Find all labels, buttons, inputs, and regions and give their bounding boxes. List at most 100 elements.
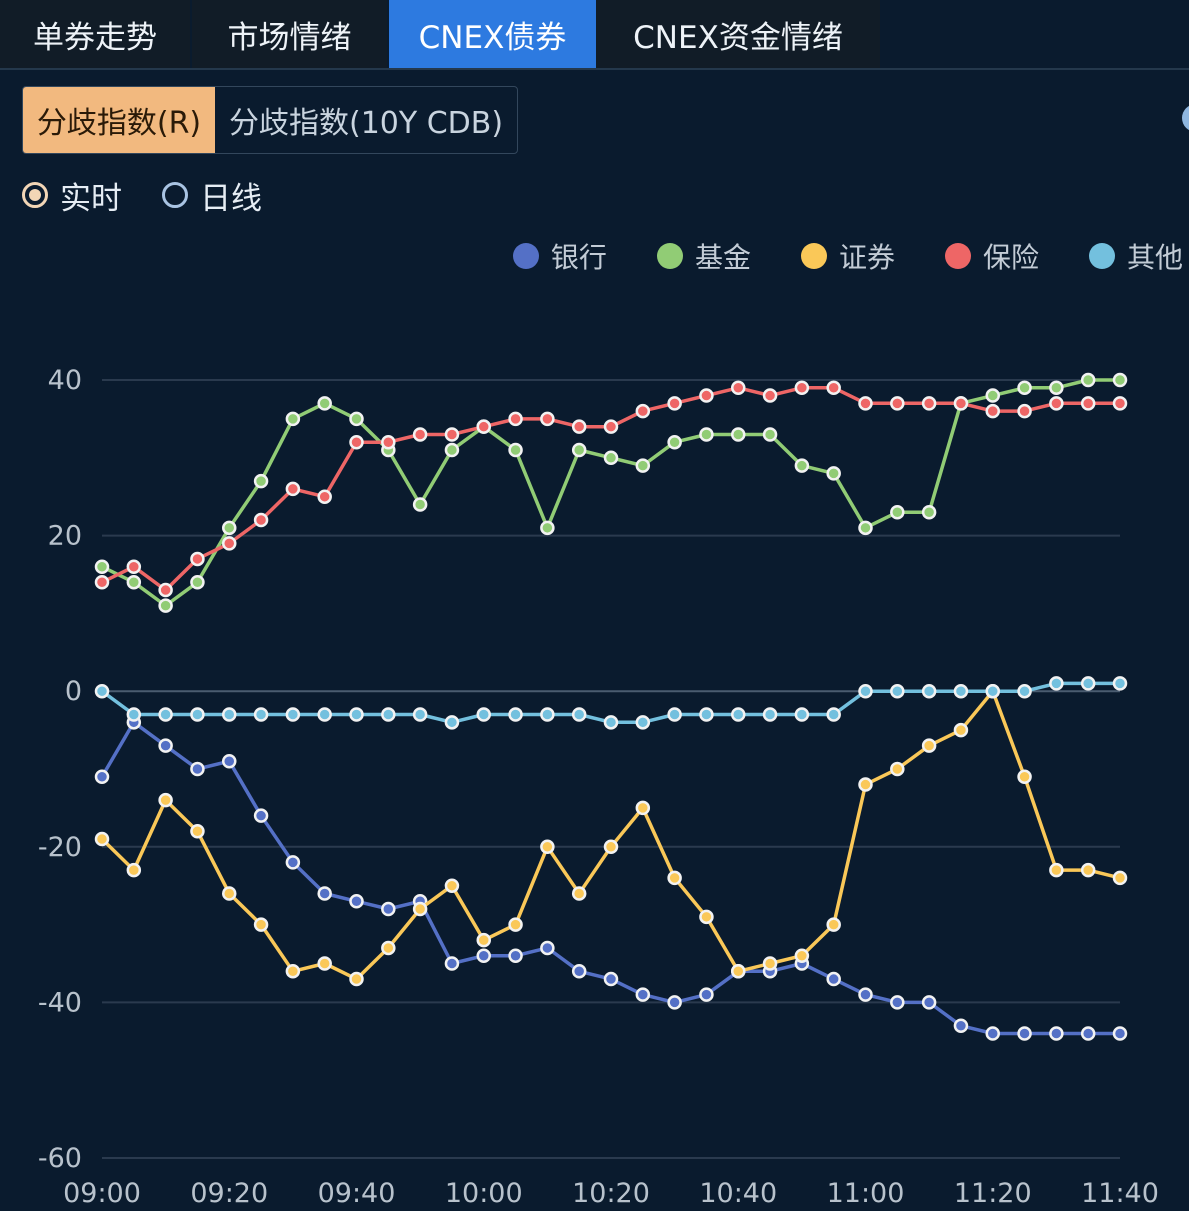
radio-checked-icon — [22, 182, 48, 208]
scroll-indicator[interactable] — [1182, 104, 1189, 132]
legend-item-insurance[interactable]: 保险 — [944, 236, 1039, 276]
data-point — [635, 800, 651, 816]
data-point — [349, 894, 364, 909]
legend-item-fund[interactable]: 基金 — [656, 236, 751, 276]
tab-cnex-bonds[interactable]: CNEX债券 — [389, 0, 596, 68]
data-point — [158, 582, 173, 598]
data-point — [921, 396, 937, 411]
y-tick-label: -40 — [38, 987, 82, 1018]
data-point — [540, 940, 555, 956]
data-point — [890, 683, 905, 699]
legend-label-securities: 证券 — [838, 241, 895, 274]
data-point — [1080, 1026, 1096, 1041]
legend-label-bank: 银行 — [550, 241, 607, 274]
data-point — [508, 411, 523, 427]
data-point — [317, 956, 332, 971]
data-point — [794, 948, 810, 963]
y-tick-label: -20 — [38, 832, 82, 863]
subtab-divergence-index-r[interactable]: 分歧指数(R) — [23, 87, 215, 153]
data-point — [603, 839, 619, 855]
x-tick-label: 09:20 — [190, 1178, 268, 1209]
data-point — [476, 948, 491, 963]
data-point — [1049, 676, 1064, 691]
data-point — [731, 380, 746, 396]
data-point — [317, 707, 332, 722]
series-line-0 — [100, 720, 1120, 1036]
x-tick-label: 10:40 — [699, 1178, 777, 1209]
x-tick-label: 11:20 — [954, 1178, 1032, 1209]
data-point — [603, 419, 619, 434]
data-point — [667, 707, 682, 722]
x-tick-label: 10:00 — [445, 1178, 523, 1209]
data-point — [253, 473, 269, 489]
data-point — [508, 917, 523, 932]
data-point — [444, 715, 460, 730]
data-point — [1049, 380, 1064, 396]
data-point — [253, 917, 269, 932]
data-point — [1080, 396, 1096, 411]
data-point — [381, 434, 396, 450]
x-tick-label: 11:00 — [827, 1178, 905, 1209]
data-point — [1112, 372, 1128, 388]
data-point — [794, 707, 810, 722]
data-point — [412, 707, 428, 722]
data-point — [890, 761, 905, 777]
data-point — [953, 396, 969, 411]
subtab-divergence-index-10y-cdb[interactable]: 分歧指数(10Y CDB) — [229, 106, 504, 141]
tab-bar-divider — [0, 68, 1189, 70]
tab-market-sentiment[interactable]: 市场情绪 — [192, 0, 389, 68]
data-point — [412, 427, 428, 442]
data-point — [1017, 1026, 1032, 1041]
data-point — [222, 520, 237, 536]
data-point — [858, 683, 873, 699]
data-point — [635, 987, 651, 1002]
data-point — [635, 715, 651, 730]
tab-single-bond-trend[interactable]: 单券走势 — [0, 0, 192, 68]
data-point — [508, 707, 523, 722]
data-point — [412, 901, 428, 917]
radio-unchecked-icon — [162, 182, 188, 208]
data-point — [699, 388, 714, 403]
data-point — [540, 520, 555, 536]
series-line-1 — [101, 378, 1120, 608]
data-point — [158, 707, 173, 722]
legend-item-securities[interactable]: 证券 — [800, 236, 895, 276]
chart-legend: 银行 基金 证券 保险 其他 — [512, 236, 1183, 276]
data-point — [921, 738, 937, 753]
data-point — [794, 380, 810, 396]
data-point — [94, 559, 110, 574]
y-tick-label: 20 — [48, 521, 82, 552]
data-point — [349, 411, 364, 427]
data-point — [890, 505, 905, 520]
data-point — [858, 396, 873, 411]
tab-cnex-funding-sentiment[interactable]: CNEX资金情绪 — [633, 19, 843, 56]
radio-realtime[interactable]: 实时 — [22, 173, 122, 218]
y-tick-label: -60 — [38, 1143, 82, 1174]
data-point — [953, 1018, 969, 1033]
data-point — [285, 411, 301, 427]
legend-item-bank[interactable]: 银行 — [512, 236, 607, 276]
data-point — [1080, 862, 1096, 878]
data-point — [1049, 396, 1064, 411]
data-point — [699, 427, 714, 442]
index-subtabs: 分歧指数(R) 分歧指数(10Y CDB) — [22, 86, 519, 154]
data-point — [476, 419, 491, 434]
data-point — [222, 707, 237, 722]
data-point — [571, 442, 587, 458]
data-point — [667, 995, 682, 1010]
x-tick-label: 09:00 — [63, 1178, 141, 1209]
data-point — [444, 878, 460, 893]
legend-item-other[interactable]: 其他 — [1088, 236, 1183, 276]
data-point — [317, 489, 332, 504]
legend-swatch-insurance — [944, 243, 971, 269]
data-point — [826, 466, 841, 481]
tab-bar-fill — [880, 0, 1189, 68]
data-point — [953, 683, 969, 699]
radio-daily[interactable]: 日线 — [162, 173, 262, 218]
data-point — [571, 964, 587, 979]
data-point — [1017, 683, 1032, 699]
data-point — [190, 823, 205, 839]
data-point — [699, 909, 714, 925]
data-point — [444, 956, 460, 971]
data-point — [858, 777, 873, 792]
